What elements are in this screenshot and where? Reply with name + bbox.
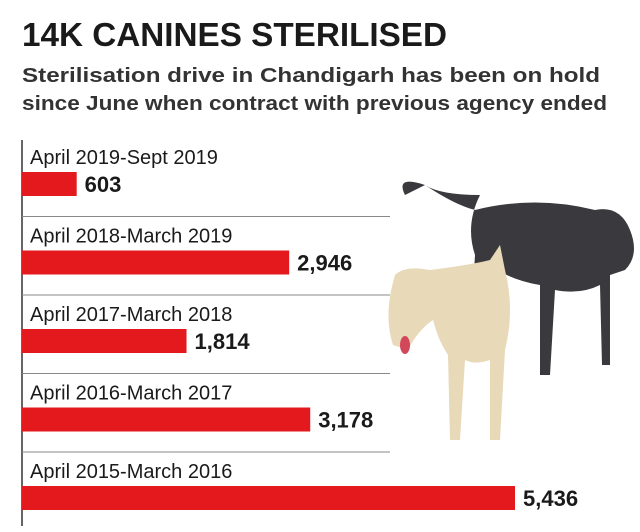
chart-subtitle: since June when contract with previous a… — [22, 93, 607, 115]
bar — [22, 329, 187, 353]
value-label: 5,436 — [523, 486, 578, 511]
chart-subtitle: Sterilisation drive in Chandigarh has be… — [22, 65, 600, 87]
category-label: April 2018-March 2019 — [30, 226, 232, 248]
bar — [22, 407, 311, 432]
category-label: April 2015-March 2016 — [30, 461, 232, 483]
bar — [22, 486, 515, 510]
chart-title: 14K CANINES STERILISED — [22, 16, 447, 53]
bar — [22, 172, 77, 196]
value-label: 603 — [85, 172, 122, 197]
category-label: April 2016-March 2017 — [30, 383, 232, 405]
category-label: April 2019-Sept 2019 — [30, 147, 218, 169]
category-label: April 2017-March 2018 — [30, 304, 232, 326]
dog-illustration — [388, 181, 634, 440]
value-label: 2,946 — [297, 251, 352, 276]
bar — [22, 250, 290, 275]
value-label: 1,814 — [195, 329, 251, 354]
value-label: 3,178 — [318, 408, 373, 433]
